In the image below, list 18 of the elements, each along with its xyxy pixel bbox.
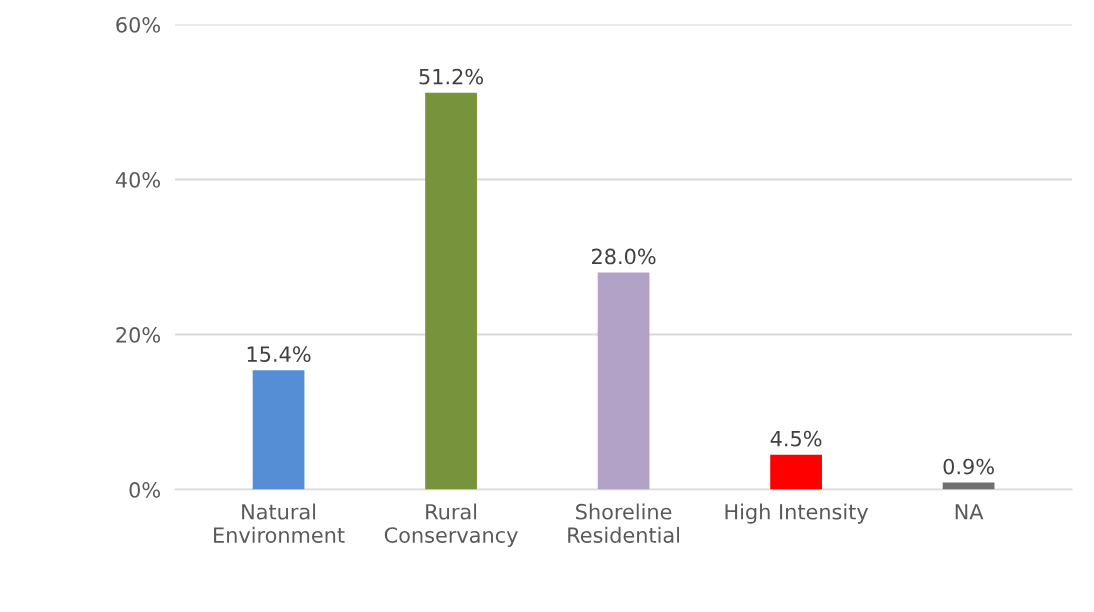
- data-label: 4.5%: [770, 430, 822, 447]
- y-tick-label: 40%: [115, 171, 160, 188]
- x-tick-label: High Intensity: [725, 503, 869, 524]
- data-label: 15.4%: [247, 346, 311, 363]
- y-tick-label: 20%: [116, 327, 160, 343]
- x-tick-label: NA: [955, 504, 984, 520]
- bar: [770, 454, 822, 490]
- data-label: 28.0%: [592, 248, 656, 265]
- x-tick-label: Natural Environment: [214, 503, 345, 543]
- x-tick-label: Shoreline Residential: [568, 503, 679, 543]
- y-tick-label: 0%: [129, 482, 160, 498]
- data-label: 0.9%: [943, 458, 994, 475]
- data-label: 51.2%: [419, 68, 484, 85]
- bar: [597, 272, 650, 490]
- bar: [425, 92, 477, 490]
- bar: [252, 370, 305, 490]
- x-tick-label: Rural Conservancy: [384, 503, 518, 547]
- y-tick-label: 60%: [116, 16, 160, 33]
